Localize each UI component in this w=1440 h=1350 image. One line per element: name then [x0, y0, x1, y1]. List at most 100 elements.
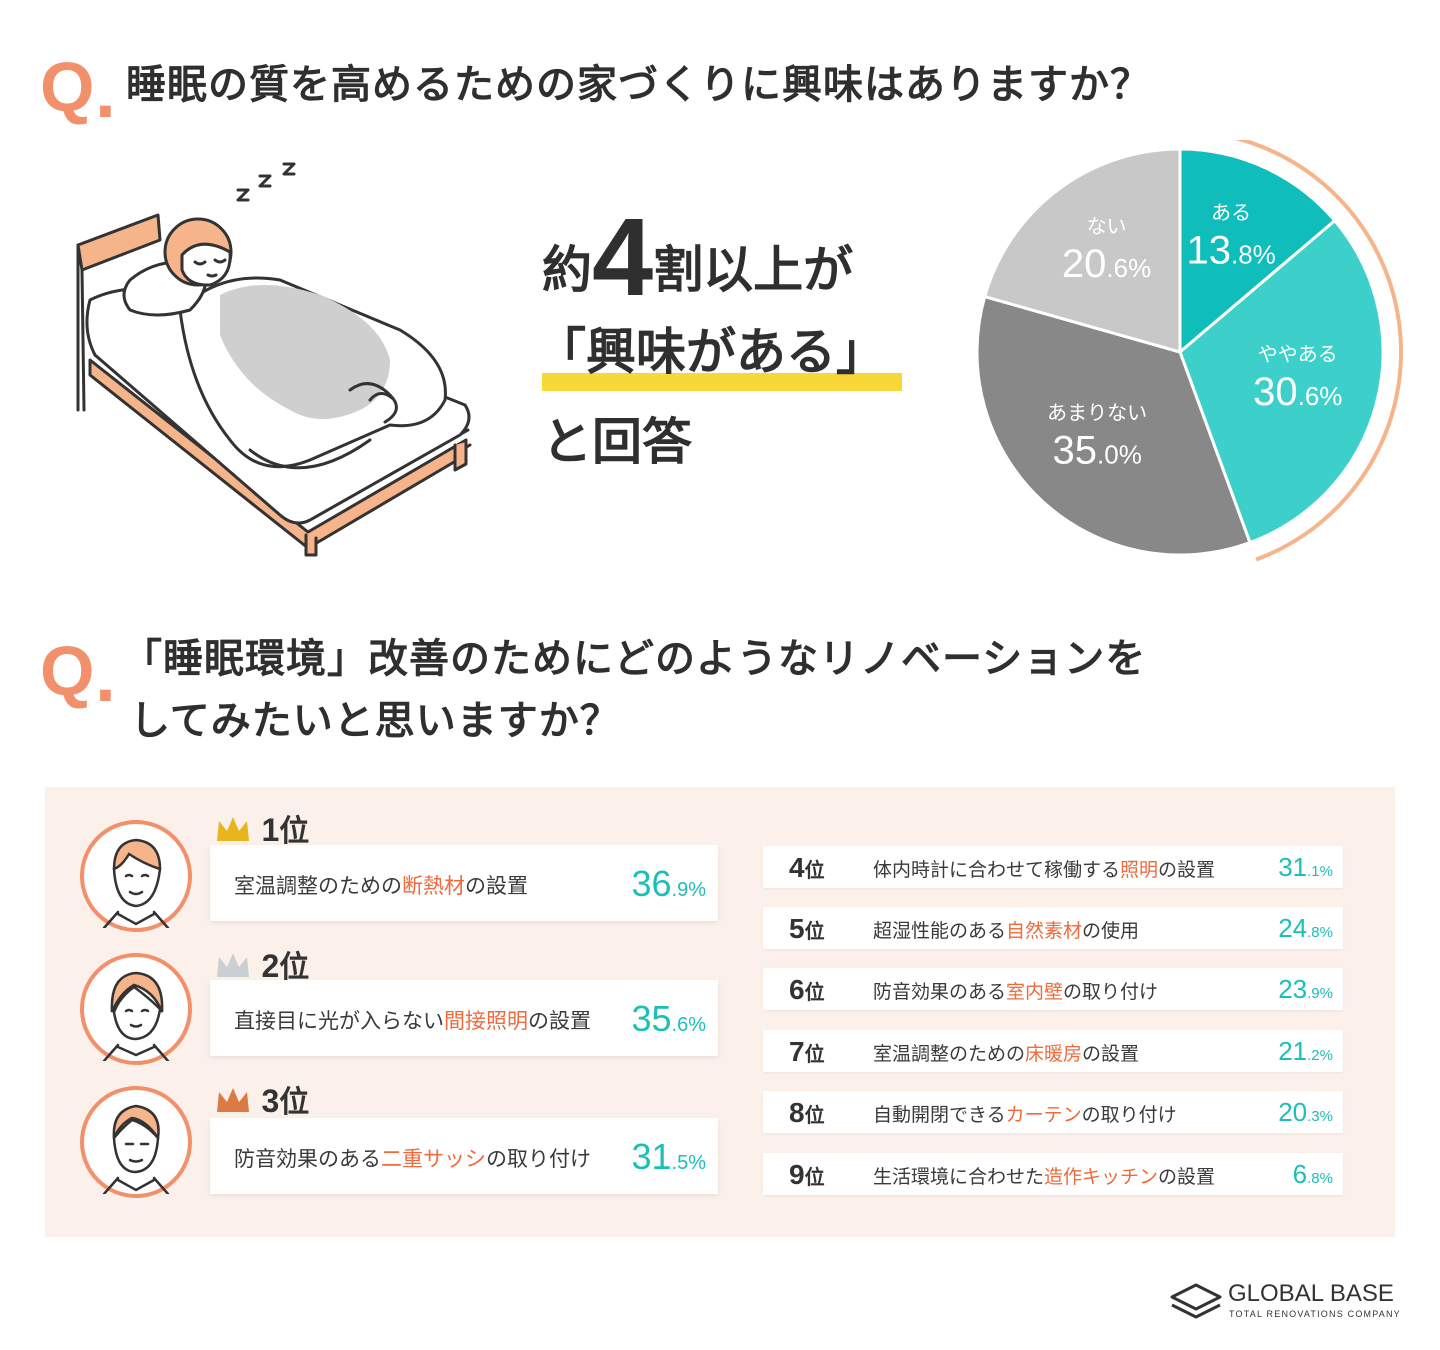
rank-3-int: 31: [631, 1136, 672, 1177]
rank-1-card: 室温調整のための断熱材の設置 36.9%: [210, 845, 718, 921]
rank-7-label: 7位: [789, 1036, 825, 1068]
sleeping-person-illustration: [76, 162, 472, 557]
rank-2-number: 2: [261, 948, 280, 984]
rank-3-post: の取り付け: [486, 1147, 591, 1171]
rank-7-number: 7: [789, 1036, 805, 1067]
rank-6-pre: 防音効果のある: [873, 981, 1007, 1003]
rank-4-percent: 31.1%: [1278, 852, 1333, 883]
rank-2-suffix: 位: [279, 950, 310, 985]
rank-5-label: 5位: [789, 913, 825, 945]
headline-line3: と回答: [542, 413, 692, 471]
rank-3-percent: 31.5%: [631, 1136, 706, 1178]
rank-4-int: 31: [1278, 852, 1308, 882]
headline: 約4割以上が 「興味がある」 と回答: [536, 175, 942, 475]
rank-2-highlight: 間接照明: [444, 1009, 528, 1033]
rank-6-highlight: 室内壁: [1006, 981, 1064, 1003]
pie-value-3: 35.0%: [1053, 428, 1142, 472]
rank-7-dec: .2%: [1307, 1047, 1333, 1064]
pie-slice-2: [1178, 218, 1385, 545]
rank-8-row: 8位 自動開閉できるカーテンの取り付け 20.3%: [763, 1091, 1343, 1133]
rank-9-int: 6: [1292, 1159, 1308, 1189]
rank-5-suffix: 位: [804, 919, 825, 943]
rank-7-pre: 室温調整のための: [873, 1043, 1026, 1065]
rank-1-post: の設置: [465, 874, 528, 898]
rank-5-dec: .8%: [1307, 924, 1333, 941]
rank-6-text: 防音効果のある室内壁の取り付け: [873, 977, 1158, 1004]
pie-slice-4: [982, 147, 1182, 354]
brand-logo: GLOBAL BASE TOTAL RENOVATIONS COMPANY: [1168, 1278, 1408, 1328]
rank-3-dec: .5%: [671, 1152, 706, 1174]
pie-value-1: 13.8%: [1187, 228, 1276, 272]
rank-2-post: の設置: [528, 1009, 591, 1033]
rank-9-text: 生活環境に合わせた造作キッチンの設置: [873, 1162, 1215, 1189]
rank-8-text: 自動開閉できるカーテンの取り付け: [873, 1100, 1177, 1127]
bronze-crown-icon: [217, 1088, 249, 1112]
avatar-rank-2: [80, 953, 192, 1065]
rank-2-pre: 直接目に光が入らない: [234, 1009, 444, 1033]
rank-8-post: の取り付け: [1081, 1104, 1177, 1126]
headline-post: 割以上が: [653, 241, 854, 299]
q2-heading: Q . 「睡眠環境」改善のためにどのようなリノベーションを してみたいと思います…: [40, 630, 1340, 760]
silver-crown-icon: [217, 953, 249, 977]
rank-8-suffix: 位: [804, 1103, 825, 1127]
rank-4-label: 4位: [789, 852, 825, 884]
man-face-icon: [102, 838, 170, 930]
headline-line2: 「興味がある」: [536, 323, 886, 381]
rank-8-dec: .3%: [1307, 1108, 1333, 1125]
rank-8-pre: 自動開閉できる: [873, 1104, 1006, 1126]
rank-5-number: 5: [789, 913, 805, 944]
rank-1-highlight: 断熱材: [402, 874, 465, 898]
rank-4-dec: .1%: [1307, 863, 1333, 880]
rank-1-percent: 36.9%: [631, 863, 706, 905]
q1-mark: Q: [40, 48, 95, 126]
rank-9-highlight: 造作キッチン: [1044, 1166, 1159, 1188]
rank-5-pre: 超湿性能のある: [873, 920, 1007, 942]
rank-2-label: 2位: [215, 942, 309, 986]
pie-label-3: あまりない: [1047, 402, 1147, 424]
rank-7-int: 21: [1278, 1036, 1308, 1066]
pie-slice-3: [975, 294, 1252, 557]
q1-dot: .: [94, 62, 117, 132]
logo-icon: [1170, 1283, 1222, 1319]
logo-tagline: TOTAL RENOVATIONS COMPANY: [1229, 1309, 1401, 1319]
man-face-icon-2: [102, 1104, 170, 1196]
rank-6-number: 6: [789, 974, 805, 1005]
rank-9-suffix: 位: [804, 1165, 825, 1189]
pie-slice-1: [1178, 147, 1337, 356]
headline-pre: 約: [542, 241, 592, 299]
rank-9-number: 9: [789, 1159, 805, 1190]
gold-crown-icon: [217, 817, 249, 841]
headline-line1: 約4割以上が: [542, 203, 853, 313]
rank-6-post: の取り付け: [1063, 981, 1159, 1003]
rank-1-dec: .9%: [671, 879, 706, 901]
rank-6-label: 6位: [789, 974, 825, 1006]
rank-1-int: 36: [631, 863, 672, 904]
woman-face-icon: [102, 971, 170, 1063]
rank-4-text: 体内時計に合わせて稼働する照明の設置: [873, 855, 1215, 882]
rank-8-label: 8位: [789, 1097, 825, 1129]
rank-3-highlight: 二重サッシ: [381, 1147, 486, 1171]
interest-pie-chart: ある 13.8% ややある 30.6% あまりない 35.0% ない 20.6%: [975, 140, 1403, 562]
rank-7-text: 室温調整のための床暖房の設置: [873, 1039, 1139, 1066]
rank-1-label: 1位: [215, 806, 309, 850]
rank-2-percent: 35.6%: [631, 998, 706, 1040]
pie-value-4: 20.6%: [1062, 242, 1151, 286]
q2-dot: .: [94, 646, 117, 716]
rank-4-number: 4: [789, 852, 805, 883]
rank-9-row: 9位 生活環境に合わせた造作キッチンの設置 6.8%: [763, 1153, 1343, 1195]
q2-question-line2: してみたいと思いますか？: [130, 698, 621, 744]
highlight-marker: [542, 373, 902, 391]
q1-question: 睡眠の質を高めるための家づくりに興味はありますか？: [126, 62, 1151, 108]
rank-3-text: 防音効果のある二重サッシの取り付け: [234, 1143, 591, 1173]
rank-3-card: 防音効果のある二重サッシの取り付け 31.5%: [210, 1118, 718, 1194]
rank-4-post: の設置: [1158, 859, 1216, 881]
pie-highlight-arc: [1234, 140, 1403, 562]
rank-9-label: 9位: [789, 1159, 825, 1191]
rank-5-row: 5位 超湿性能のある自然素材の使用 24.8%: [763, 907, 1343, 949]
avatar-rank-1: [80, 820, 192, 932]
rank-9-pre: 生活環境に合わせた: [873, 1166, 1045, 1188]
logo-name: GLOBAL BASE: [1228, 1280, 1394, 1307]
rank-7-row: 7位 室温調整のための床暖房の設置 21.2%: [763, 1030, 1343, 1072]
rank-9-percent: 6.8%: [1293, 1159, 1333, 1190]
pie-label-2: ややある: [1258, 344, 1338, 366]
